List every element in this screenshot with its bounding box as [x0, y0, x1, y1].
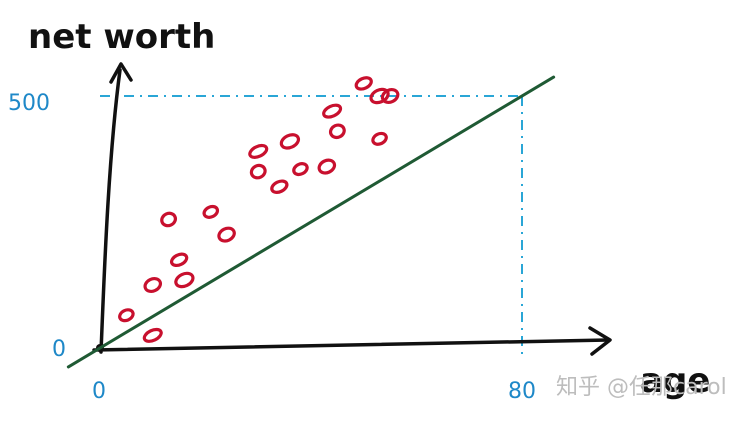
data-point	[160, 211, 178, 228]
data-point	[248, 143, 269, 159]
data-point	[380, 87, 400, 105]
y-axis-arrowhead	[109, 62, 133, 84]
data-point	[249, 163, 267, 180]
x-axis-arrowhead	[588, 326, 612, 356]
data-point	[328, 123, 346, 140]
x-axis-line	[92, 338, 610, 352]
reference-lines	[100, 95, 523, 356]
data-point	[169, 252, 189, 268]
data-point	[174, 271, 195, 289]
data-point	[270, 179, 289, 194]
y-tick-label-origin: 0	[52, 337, 66, 362]
y-tick-label-top: 500	[8, 91, 50, 116]
trend-line-group	[66, 75, 556, 369]
x-tick-label-origin: 0	[92, 379, 106, 404]
y-axis-line	[99, 68, 122, 354]
x-axis-title: age	[640, 361, 710, 401]
data-points	[118, 76, 400, 343]
data-point	[354, 76, 373, 91]
data-point	[317, 158, 337, 175]
data-point	[217, 226, 236, 243]
data-point	[142, 327, 163, 343]
y-axis-title: net worth	[28, 17, 215, 57]
data-point	[143, 276, 163, 294]
watermark: 知乎 @任那carol	[556, 375, 727, 400]
x-tick-label-right: 80	[508, 379, 536, 404]
data-point	[371, 131, 388, 146]
trend-line	[66, 75, 556, 369]
axes	[92, 62, 612, 356]
data-point	[202, 204, 220, 219]
data-point	[292, 162, 309, 177]
data-point	[118, 308, 135, 323]
data-point	[322, 103, 343, 119]
data-point	[279, 133, 301, 150]
